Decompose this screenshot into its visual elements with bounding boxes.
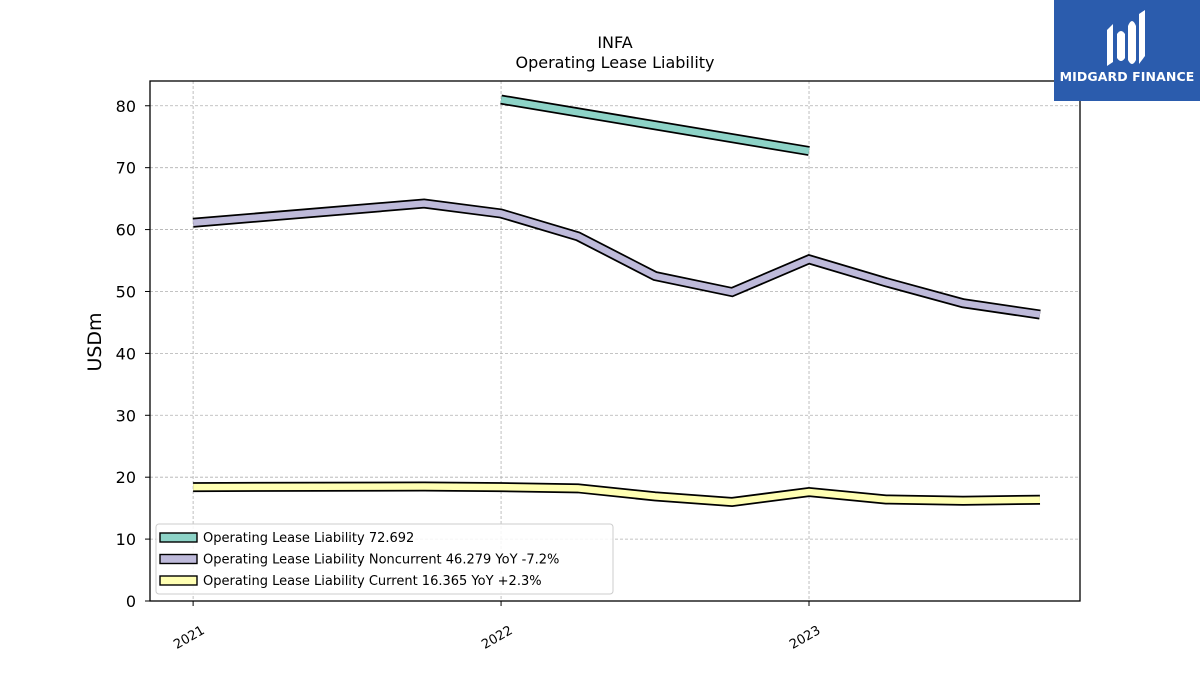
midgard-m-icon bbox=[1107, 10, 1145, 66]
grid bbox=[150, 81, 1080, 602]
y-tick-label: 40 bbox=[116, 344, 136, 363]
chart-subtitle: Operating Lease Liability bbox=[515, 53, 714, 72]
y-tick-label: 50 bbox=[116, 282, 136, 301]
y-tick-label: 0 bbox=[126, 592, 136, 611]
plot-frame bbox=[149, 80, 1081, 602]
legend-swatch bbox=[159, 532, 198, 543]
legend-label: Operating Lease Liability Current 16.365… bbox=[203, 574, 542, 589]
x-tick-label: 2023 bbox=[787, 623, 823, 653]
series-group bbox=[192, 94, 1041, 507]
y-axis-label: USDm bbox=[84, 312, 106, 371]
chart-title: INFA bbox=[597, 33, 632, 52]
series-line bbox=[193, 483, 1041, 506]
midgard-finance-logo: MIDGARD FINANCE bbox=[1054, 0, 1200, 101]
y-tick-label: 70 bbox=[116, 159, 136, 178]
legend-swatch bbox=[159, 553, 198, 565]
series-line bbox=[500, 96, 810, 155]
x-tick-label: 2021 bbox=[171, 623, 207, 653]
y-tick-label: 80 bbox=[116, 97, 136, 116]
legend-box bbox=[155, 523, 614, 595]
y-tick-label: 60 bbox=[116, 221, 136, 240]
logo-text: MIDGARD FINANCE bbox=[1059, 69, 1195, 84]
legend: Operating Lease Liability 72.692 Operatin… bbox=[155, 523, 614, 595]
legend-label: Operating Lease Liability 72.692 bbox=[203, 531, 414, 546]
y-tick-label: 20 bbox=[116, 468, 136, 487]
y-tick-label: 30 bbox=[116, 406, 136, 425]
series-line bbox=[192, 200, 1041, 318]
x-tick-label: 2022 bbox=[479, 623, 515, 653]
y-tick-label: 10 bbox=[116, 530, 136, 549]
legend-swatch bbox=[159, 575, 198, 586]
legend-label: Operating Lease Liability Noncurrent 46.… bbox=[203, 553, 559, 568]
